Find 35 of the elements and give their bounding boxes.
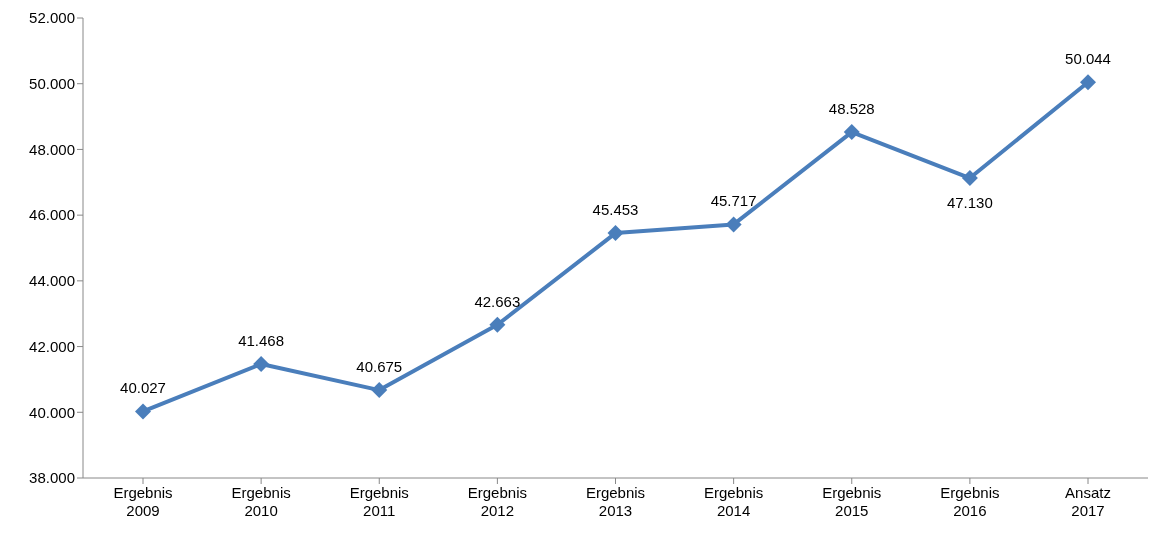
point bbox=[961, 170, 978, 187]
point bbox=[371, 382, 388, 399]
point bbox=[725, 216, 742, 233]
data-label: 42.663 bbox=[474, 292, 521, 310]
x-tick-label: Ergebnis 2014 bbox=[704, 484, 764, 519]
point bbox=[607, 225, 624, 242]
x-tick-label: Ergebnis 2013 bbox=[585, 484, 646, 519]
data-label: 45.453 bbox=[592, 201, 639, 219]
x-tick-label: Ergebnis 2010 bbox=[231, 484, 291, 519]
data-label: 48.528 bbox=[828, 100, 875, 118]
point bbox=[253, 356, 270, 373]
point bbox=[489, 316, 506, 333]
y-tick-label: 44.000 bbox=[29, 272, 75, 290]
data-label: 41.468 bbox=[238, 332, 285, 350]
x-tick-label: Ansatz 2017 bbox=[1065, 484, 1111, 519]
x-tick-label: Ergebnis 2015 bbox=[822, 484, 882, 519]
data-label: 50.044 bbox=[1065, 50, 1111, 68]
data-label: 45.717 bbox=[710, 192, 757, 210]
y-tick-label: 46.000 bbox=[29, 206, 75, 224]
y-tick-label: 50.000 bbox=[29, 75, 75, 93]
x-tick-label: Ergebnis 2009 bbox=[113, 484, 173, 519]
y-tick-label: 48.000 bbox=[29, 140, 75, 158]
x-tick-label: Ergebnis 2011 bbox=[349, 484, 409, 519]
point bbox=[135, 403, 151, 420]
y-tick-label: 52.000 bbox=[29, 9, 75, 27]
x-tick-label: Ergebnis 2012 bbox=[467, 484, 527, 519]
y-tick-label: 40.000 bbox=[29, 403, 75, 421]
y-tick-label: 42.000 bbox=[29, 337, 75, 355]
data-label: 47.130 bbox=[946, 194, 993, 212]
data-label: 40.675 bbox=[356, 358, 403, 376]
data-label: 40.027 bbox=[120, 379, 166, 397]
point bbox=[1080, 74, 1096, 91]
point bbox=[843, 124, 860, 141]
y-tick-label: 38.000 bbox=[29, 469, 75, 487]
x-tick-label: Ergebnis 2016 bbox=[940, 484, 1000, 519]
